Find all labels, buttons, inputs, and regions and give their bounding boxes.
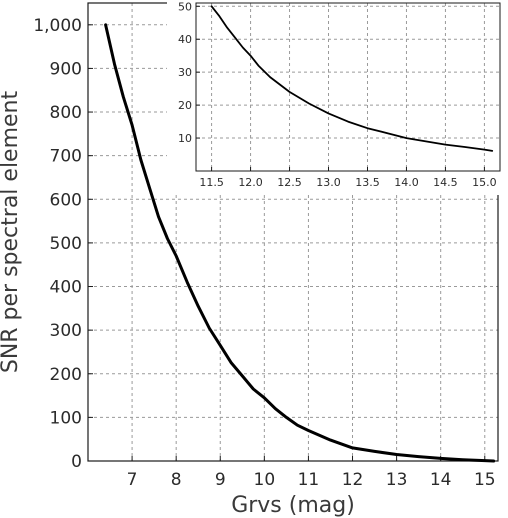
main-y-tick-label: 0 xyxy=(71,452,82,472)
inset-x-tick-label: 14.5 xyxy=(433,176,458,189)
inset-x-tick-label: 14.0 xyxy=(394,176,419,189)
y-axis-title: SNR per spectral element xyxy=(0,90,23,373)
inset-x-tick-label: 12.5 xyxy=(277,176,302,189)
main-y-tick-label: 100 xyxy=(50,408,82,428)
inset-y-tick-label: 10 xyxy=(178,132,192,145)
inset-plot-frame xyxy=(195,2,501,172)
main-x-tick-label: 7 xyxy=(127,470,138,490)
inset-y-tick-label: 50 xyxy=(178,0,192,13)
inset-x-tick-label: 13.0 xyxy=(316,176,341,189)
main-y-tick-label: 600 xyxy=(50,190,82,210)
main-x-tick-label: 8 xyxy=(171,470,182,490)
inset-x-tick-label: 13.5 xyxy=(355,176,380,189)
main-y-tick-label: 800 xyxy=(50,103,82,123)
main-y-tick-label: 300 xyxy=(50,321,82,341)
main-y-tick-label: 1,000 xyxy=(33,16,82,36)
main-x-tick-label: 9 xyxy=(215,470,226,490)
inset-x-tick-label: 12.0 xyxy=(238,176,263,189)
inset-x-tick-label: 15.0 xyxy=(472,176,497,189)
main-series-line xyxy=(104,23,496,463)
main-y-tick-label: 700 xyxy=(50,147,82,167)
inset-ticks: 11.5 12.0 12.5 13.0 13.5 14.0 14.5 15.0 10 20 30 40… xyxy=(178,0,497,189)
main-x-tick-label: 10 xyxy=(254,470,276,490)
main-y-tick-label: 500 xyxy=(50,234,82,254)
main-ticks: 7 8 9 10 11 12 13 14 15 0 100 200 300 400 500 600 700 800… xyxy=(33,16,495,490)
main-y-tick-label: 200 xyxy=(50,365,82,385)
main-y-tick-label: 400 xyxy=(50,278,82,298)
inset-background xyxy=(167,2,500,195)
main-x-tick-label: 14 xyxy=(430,470,452,490)
main-x-tick-label: 15 xyxy=(474,470,496,490)
inset-y-tick-label: 40 xyxy=(178,33,192,46)
main-x-tick-label: 12 xyxy=(342,470,364,490)
inset-y-tick-label: 20 xyxy=(178,99,192,112)
x-axis-title: Grvs (mag) xyxy=(231,493,355,518)
main-grid xyxy=(88,3,498,461)
main-x-tick-label: 11 xyxy=(298,470,320,490)
main-x-tick-label: 13 xyxy=(386,470,408,490)
inset-series-line xyxy=(210,5,494,152)
main-y-tick-label: 900 xyxy=(50,59,82,79)
inset-grid xyxy=(196,3,500,171)
inset-y-tick-label: 30 xyxy=(178,66,192,79)
inset-x-tick-label: 11.5 xyxy=(199,176,224,189)
